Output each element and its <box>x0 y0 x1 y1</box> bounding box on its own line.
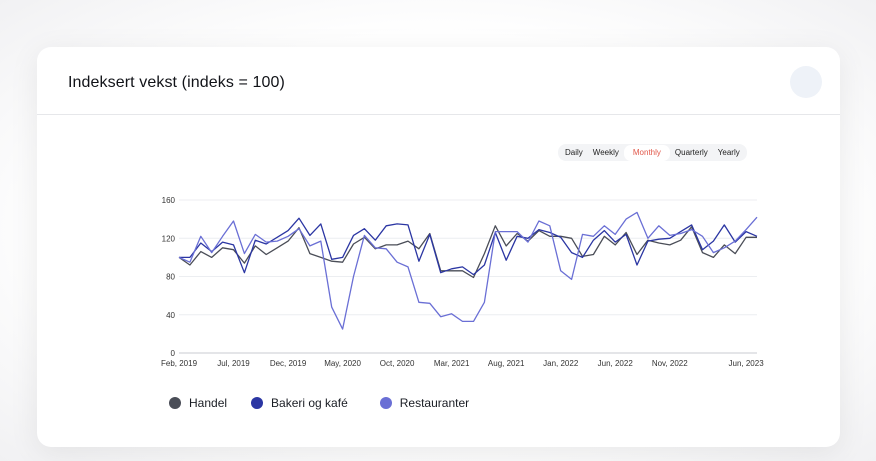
x-tick-label: Jan, 2022 <box>543 359 579 368</box>
legend-item-restauranter[interactable]: Restauranter <box>379 396 470 410</box>
x-tick-label: May, 2020 <box>324 359 361 368</box>
chart-card: Indeksert vekst (indeks = 100) Daily Wee… <box>37 47 840 447</box>
tab-daily[interactable]: Daily <box>565 147 583 157</box>
tab-quarterly[interactable]: Quarterly <box>674 147 708 157</box>
x-tick-label: Nov, 2022 <box>652 359 688 368</box>
legend-label-bakeri: Bakeri og kafé <box>271 396 348 410</box>
y-tick-label: 40 <box>166 311 175 320</box>
x-tick-label: Feb, 2019 <box>161 359 198 368</box>
card-title: Indeksert vekst (indeks = 100) <box>68 74 285 91</box>
tab-monthly[interactable]: Monthly <box>623 144 670 161</box>
granularity-tabs: Daily Weekly Monthly Quarterly Yearly <box>558 144 747 161</box>
series-line-bakeri <box>179 217 758 276</box>
y-tick-label: 160 <box>162 196 176 205</box>
x-tick-label: Jun, 2022 <box>598 359 634 368</box>
chart-legend: Handel Bakeri og kafé Restauranter <box>169 396 493 410</box>
y-tick-label: 0 <box>171 349 176 358</box>
legend-dot-handel <box>169 397 181 409</box>
card-menu-button[interactable] <box>790 66 822 98</box>
legend-label-restauranter: Restauranter <box>399 396 470 410</box>
y-tick-label: 120 <box>162 234 176 243</box>
legend-item-bakeri[interactable]: Bakeri og kafé <box>251 396 348 410</box>
x-tick-label: Dec, 2019 <box>270 359 307 368</box>
legend-dot-bakeri <box>251 397 264 409</box>
legend-item-handel[interactable]: Handel <box>169 396 227 410</box>
x-tick-label: Jun, 2023 <box>729 359 765 368</box>
legend-label-handel: Handel <box>189 396 228 410</box>
legend-dot-restauranter <box>379 397 392 409</box>
line-chart: 0 40 80 120 160 Feb, 2019 Jul, 2019 Dec, 2019 Ma… <box>161 196 765 368</box>
y-tick-label: 80 <box>166 273 175 282</box>
series-line-restauranter <box>178 211 758 330</box>
x-tick-label: Mar, 2021 <box>434 359 470 368</box>
x-tick-label: Jul, 2019 <box>217 359 250 368</box>
tab-weekly[interactable]: Weekly <box>592 147 619 157</box>
tab-yearly[interactable]: Yearly <box>717 147 740 157</box>
x-tick-label: Aug, 2021 <box>488 359 525 368</box>
card-header: Indeksert vekst (indeks = 100) <box>37 47 840 115</box>
series-line-handel <box>178 225 757 279</box>
x-tick-label: Oct, 2020 <box>380 359 415 368</box>
